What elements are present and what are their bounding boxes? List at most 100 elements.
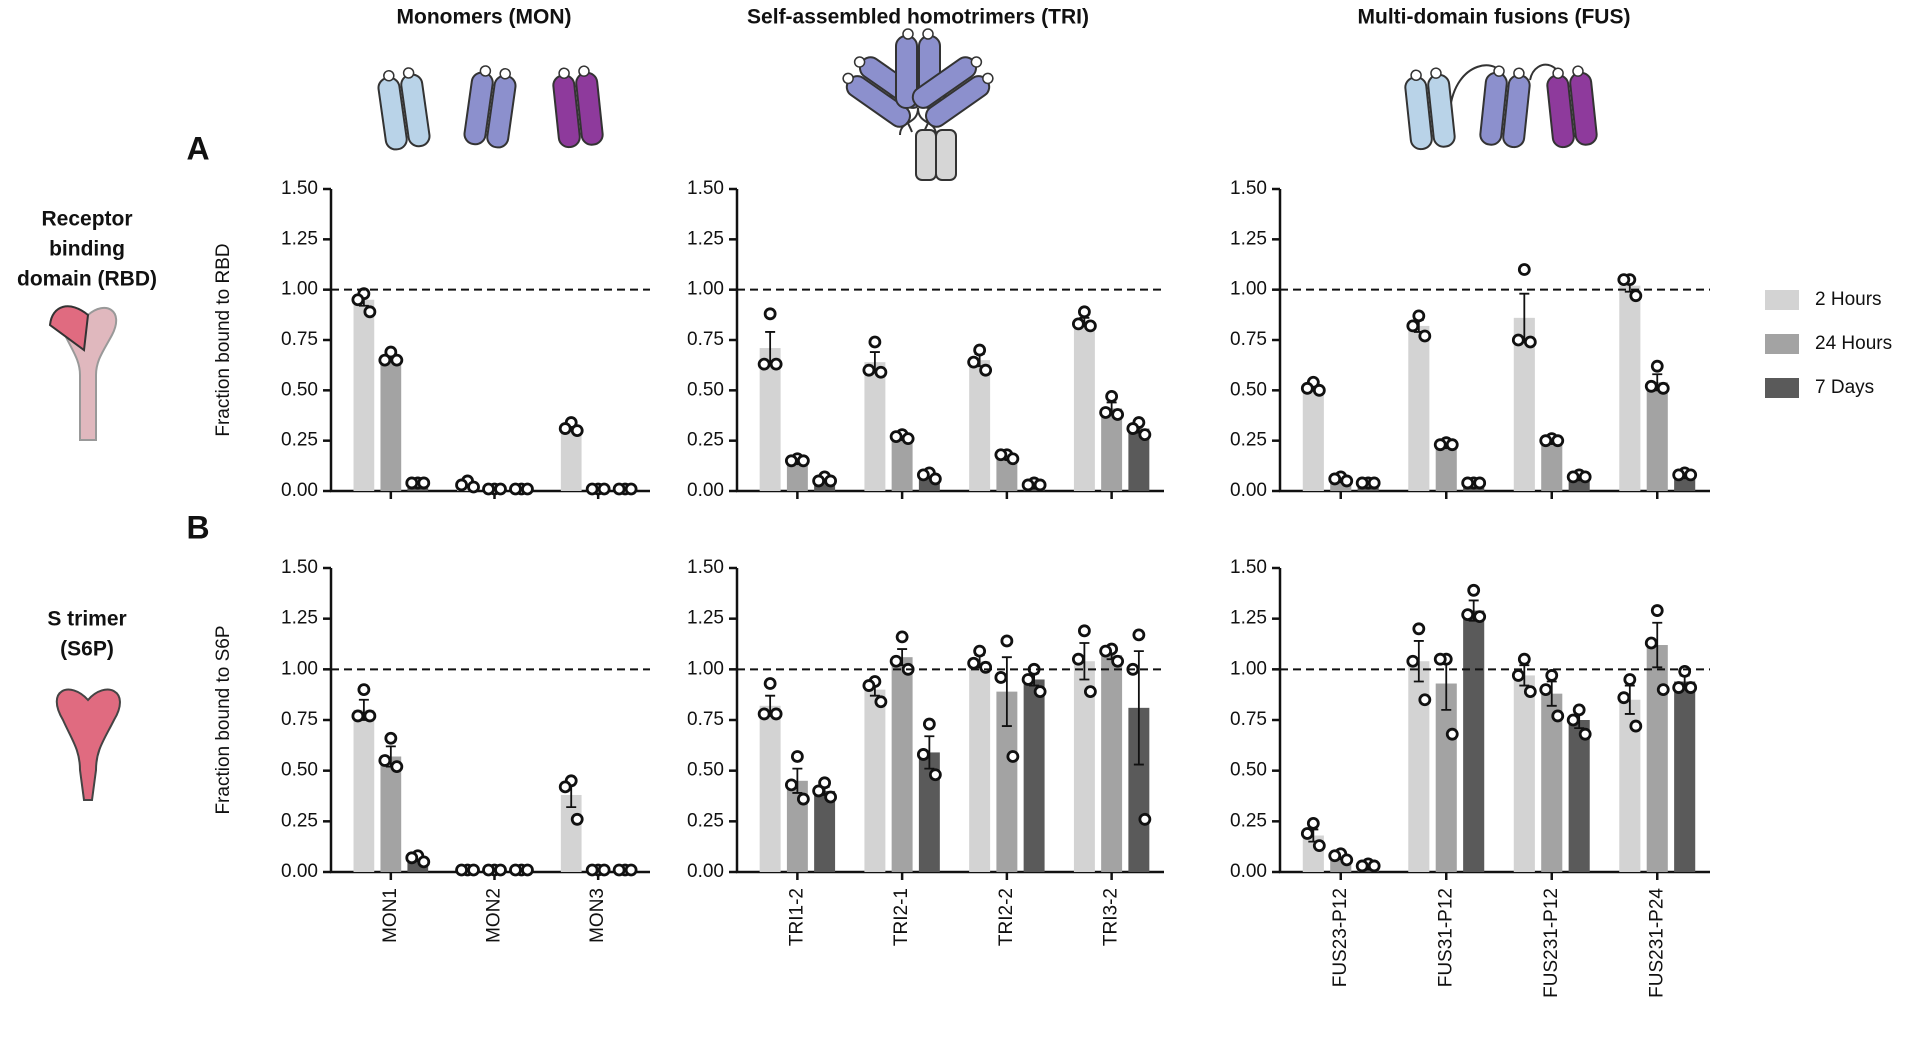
bar <box>1408 325 1430 491</box>
y-tick-label: 1.50 <box>1230 557 1267 578</box>
replicate-point <box>895 630 909 644</box>
y-tick-label: 1.25 <box>1230 608 1267 629</box>
y-tick-label: 0.75 <box>1230 329 1267 350</box>
replicate-point <box>363 709 377 723</box>
y-tick-label: 1.25 <box>687 608 724 629</box>
replicate-point <box>1539 683 1553 696</box>
replicate-point <box>1578 470 1592 484</box>
bar <box>918 752 940 872</box>
row-name: domain (RBD) <box>17 268 157 291</box>
replicate-point <box>1678 664 1692 678</box>
panel: 0.00 0.25 0.50 0.75 1.00 1.25 1.50 FUS23-P12 FUS… <box>1230 557 1710 998</box>
replicate-point <box>916 468 930 482</box>
replicate-point <box>1412 309 1426 323</box>
replicate-point <box>1523 335 1537 349</box>
replicate-point <box>1105 389 1119 403</box>
replicate-point <box>824 790 838 804</box>
replicate-point <box>1445 727 1459 741</box>
bar <box>996 456 1018 491</box>
replicate-point <box>1328 849 1342 863</box>
y-tick-label: 0.75 <box>1230 709 1267 730</box>
replicate-point <box>1578 727 1592 741</box>
x-tick-label: FUS231-P12 <box>1541 888 1562 998</box>
replicate-point <box>967 355 981 369</box>
replicate-point <box>1511 333 1525 347</box>
y-tick-label: 0.50 <box>687 379 724 400</box>
x-tick-label: MON3 <box>587 888 608 943</box>
replicate-point <box>1077 624 1091 638</box>
replicate-point <box>1138 812 1152 826</box>
replicate-point <box>901 432 915 446</box>
replicate-point <box>482 863 495 877</box>
replicate-point <box>405 476 419 490</box>
replicate-point <box>1418 693 1432 707</box>
replicate-point <box>973 644 987 658</box>
bar <box>786 460 808 491</box>
replicate-point <box>1367 859 1381 873</box>
replicate-point <box>862 679 876 692</box>
bar <box>353 299 375 491</box>
replicate-point <box>521 863 534 877</box>
replicate-point <box>1511 669 1525 682</box>
replicate-point <box>889 430 903 444</box>
replicate-point <box>570 812 584 826</box>
replicate-point <box>455 863 468 877</box>
replicate-point <box>1672 468 1686 482</box>
replicate-point <box>1099 406 1113 419</box>
replicate-point <box>928 472 942 486</box>
x-tick-label: FUS231-P24 <box>1646 888 1667 998</box>
panel: 0.00 0.25 0.50 0.75 1.00 1.25 1.50 Fraction bou… <box>213 178 650 501</box>
y-axis-label: Fraction bound to RBD <box>213 243 234 436</box>
replicate-point <box>757 707 771 721</box>
replicate-point <box>1071 317 1085 331</box>
replicate-point <box>509 863 522 877</box>
error-bar <box>1001 656 1012 727</box>
replicate-point <box>994 671 1008 684</box>
bar <box>353 709 375 872</box>
legend-swatch <box>1765 290 1799 310</box>
replicate-point <box>1467 583 1481 597</box>
replicate-point <box>796 792 810 806</box>
replicate-point <box>1083 685 1097 699</box>
y-tick-label: 0.00 <box>281 480 318 501</box>
bar <box>1619 699 1641 872</box>
replicate-point <box>784 454 798 468</box>
y-tick-label: 1.00 <box>687 279 724 300</box>
replicate-point <box>363 305 377 319</box>
bar <box>1073 661 1095 872</box>
replicate-point <box>405 851 419 865</box>
y-tick-label: 0.25 <box>1230 430 1267 451</box>
replicate-point <box>1006 452 1020 466</box>
panel: 0.00 0.25 0.50 0.75 1.00 1.25 1.50 <box>687 178 1164 501</box>
replicate-point <box>1650 604 1664 617</box>
y-tick-label: 0.50 <box>281 760 318 781</box>
bar <box>1463 610 1485 872</box>
y-tick-label: 0.25 <box>281 430 318 451</box>
replicate-point <box>1306 816 1320 830</box>
replicate-point <box>558 780 572 794</box>
y-tick-label: 0.00 <box>687 861 724 882</box>
y-tick-label: 1.00 <box>281 279 318 300</box>
y-tick-label: 1.00 <box>1230 279 1267 300</box>
replicate-point <box>1433 652 1447 666</box>
replicate-point <box>1312 383 1326 397</box>
replicate-point <box>874 365 888 379</box>
replicate-point <box>1617 691 1631 705</box>
replicate-point <box>1551 709 1565 723</box>
replicate-point <box>1367 476 1381 490</box>
bar <box>891 436 913 491</box>
bar <box>1073 321 1095 491</box>
y-tick-label: 0.25 <box>687 430 724 451</box>
y-tick-label: 1.25 <box>687 228 724 249</box>
replicate-point <box>1126 422 1140 435</box>
replicate-point <box>1312 839 1326 853</box>
legend-label: 2 Hours <box>1815 289 1882 310</box>
row-name: S trimer <box>47 608 126 631</box>
replicate-point <box>916 748 930 761</box>
y-tick-label: 1.00 <box>281 658 318 679</box>
replicate-point <box>390 353 404 367</box>
replicate-point <box>597 863 611 877</box>
y-tick-label: 0.50 <box>281 379 318 400</box>
replicate-point <box>1083 319 1097 333</box>
